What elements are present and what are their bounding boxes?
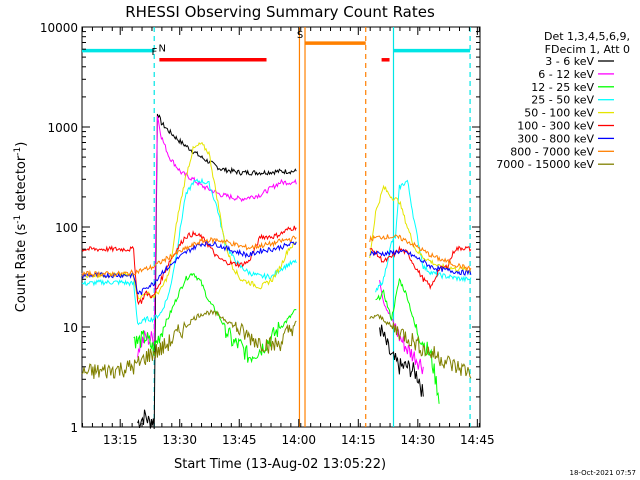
y-label-sup2: -1 [13,147,23,156]
x-tick-label: 13:45 [222,433,257,447]
y-tick-label: 1 [70,421,78,435]
y-tick-label: 1000 [47,121,78,135]
legend-label: 25 - 50 keV [531,94,594,107]
legend-label: 12 - 25 keV [531,81,594,94]
series-layer [81,113,472,430]
legend-label: 50 - 100 keV [524,107,594,120]
legend: Det 1,3,4,5,6,9, FDecim 1, Att 0 3 - 6 k… [496,30,630,171]
plot-frame [81,26,481,428]
legend-label: 6 - 12 keV [538,68,594,81]
x-tick-label: 14:30 [401,433,436,447]
y-axis-label: Count Rate (s-1 detector-1) [13,142,29,313]
series-line-5 [81,141,472,300]
legend-label: 300 - 800 keV [517,132,594,145]
series-line-9 [81,309,472,379]
legend-label: 7000 - 15000 keV [496,158,594,171]
legend-label: 3 - 6 keV [545,55,594,68]
legend-header-2: FDecim 1, Att 0 [545,43,630,56]
x-tick-label: 13:15 [103,433,138,447]
series-line-1 [137,113,424,430]
series-line-2 [137,115,424,375]
x-tick-label: 14:45 [460,433,495,447]
timestamp: 18-Oct-2021 07:57 [570,469,636,477]
x-axis-label: Start Time (13-Aug-02 13:05:22) [174,457,386,472]
y-label-main: Count Rate (s [14,224,29,313]
y-tick-label: 100 [55,221,78,235]
series-line-6 [81,225,472,306]
y-tick-label: 10000 [40,21,78,35]
y-label-sup1: -1 [13,215,23,224]
series-line-8 [81,234,472,278]
legend-header-1: Det 1,3,4,5,6,9, [544,30,630,43]
plot-area: NFS 13:15 13:30 13:45 14:00 14:15 14:30 14:451… [40,21,495,447]
series-line-7 [81,240,472,295]
x-tick-label: 14:00 [281,433,316,447]
legend-label: 800 - 7000 keV [510,145,594,158]
legend-label: 100 - 300 keV [517,120,594,133]
mode-lines [153,27,471,427]
flag-label-N: N [158,44,165,55]
flags-layer: NF S [82,30,471,62]
flag-label-F: F [151,47,157,58]
flag-label-S: S [297,30,303,41]
y-label-mid: detector [14,155,29,215]
chart-title: RHESSI Observing Summary Count Rates [125,3,435,21]
x-tick-label: 14:15 [341,433,376,447]
series-line-4 [81,177,472,326]
y-label-end: ) [14,142,29,147]
axis-ticks: 13:15 13:30 13:45 14:00 14:15 14:30 14:45 1 10 10… [40,21,495,447]
x-tick-label: 13:30 [162,433,197,447]
y-tick-label: 10 [63,321,78,335]
